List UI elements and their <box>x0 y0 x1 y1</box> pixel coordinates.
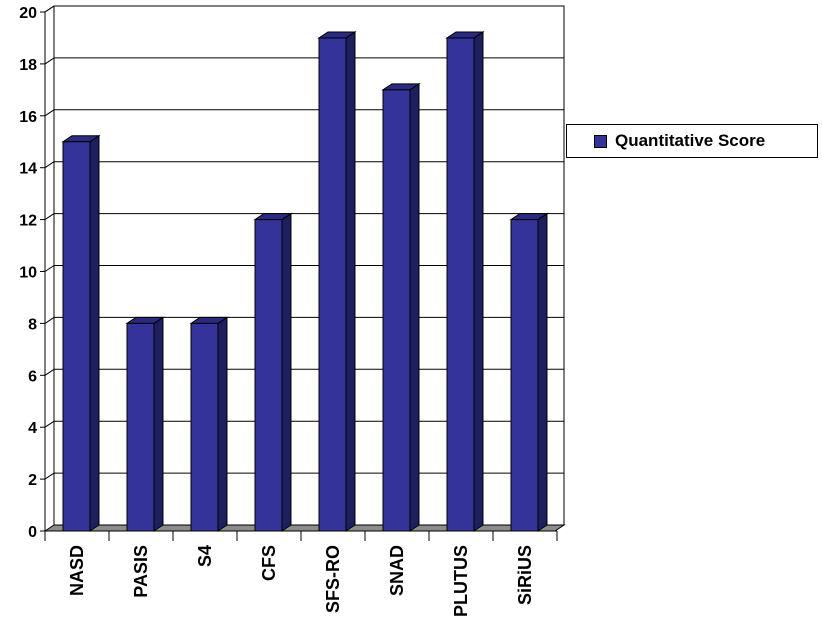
x-tick-label: PLUTUS <box>451 545 471 617</box>
bar-side <box>537 212 548 532</box>
bar-side <box>217 316 228 532</box>
bar-front <box>318 37 347 532</box>
gridline-depth <box>44 420 55 428</box>
bar <box>189 316 229 532</box>
legend: Quantitative Score <box>566 124 818 158</box>
legend-swatch <box>594 134 607 148</box>
axes: 0 2 4 6 8 10 12 14 16 18 20 NASD PASIS S4 CFS SFS-RO SNA… <box>19 5 558 617</box>
bar-side <box>473 31 484 532</box>
bar-side <box>89 134 100 532</box>
bars <box>61 31 549 532</box>
gridline-depth <box>44 265 55 272</box>
gridline-depth <box>44 472 55 480</box>
bar <box>253 212 293 532</box>
bar <box>125 316 165 532</box>
bar <box>381 82 421 532</box>
gridlines <box>44 5 565 526</box>
bar-front <box>382 89 411 532</box>
bar <box>509 212 549 532</box>
bar-front <box>190 322 219 532</box>
y-tick-label: 20 <box>19 5 37 22</box>
y-axis-top <box>44 5 55 13</box>
gridline-depth <box>44 213 55 221</box>
bar-side <box>281 212 292 532</box>
bar-front <box>510 219 539 532</box>
y-tick-label: 10 <box>19 265 37 282</box>
bar-front <box>126 322 155 532</box>
gridline-depth <box>44 316 55 324</box>
x-tick-label: SiRiUS <box>515 545 535 605</box>
floor-panel <box>43 524 566 532</box>
y-tick-label: 0 <box>28 524 37 541</box>
y-tick-label: 14 <box>19 161 37 178</box>
x-tick-label: PASIS <box>131 545 151 598</box>
x-tick-label: SFS-RO <box>323 545 343 613</box>
gridline-depth <box>44 109 55 117</box>
bar <box>317 31 357 532</box>
x-tick-label: S4 <box>195 545 215 567</box>
bar-side <box>153 316 164 532</box>
y-tick-label: 2 <box>28 472 37 489</box>
gridline-depth <box>44 161 55 169</box>
y-tick-label: 6 <box>28 368 37 385</box>
chart-floor <box>43 524 566 532</box>
bar <box>445 31 485 532</box>
gridline-depth <box>44 57 55 65</box>
gridline-depth <box>44 368 55 376</box>
x-tick-label: SNAD <box>387 545 407 596</box>
y-tick-label: 16 <box>19 109 37 126</box>
x-tick-label: CFS <box>259 545 279 581</box>
bar-front <box>62 141 91 532</box>
bar-side <box>345 31 356 532</box>
bar-front <box>446 37 475 532</box>
y-tick-label: 8 <box>28 316 37 333</box>
legend-label: Quantitative Score <box>615 131 766 150</box>
bar-front <box>254 219 283 532</box>
bar-side <box>409 82 420 532</box>
y-tick-label: 12 <box>19 213 37 230</box>
y-tick-label: 18 <box>19 57 37 74</box>
y-tick-label: 4 <box>28 420 37 437</box>
x-tick-label: NASD <box>67 545 87 596</box>
bar <box>61 134 101 532</box>
